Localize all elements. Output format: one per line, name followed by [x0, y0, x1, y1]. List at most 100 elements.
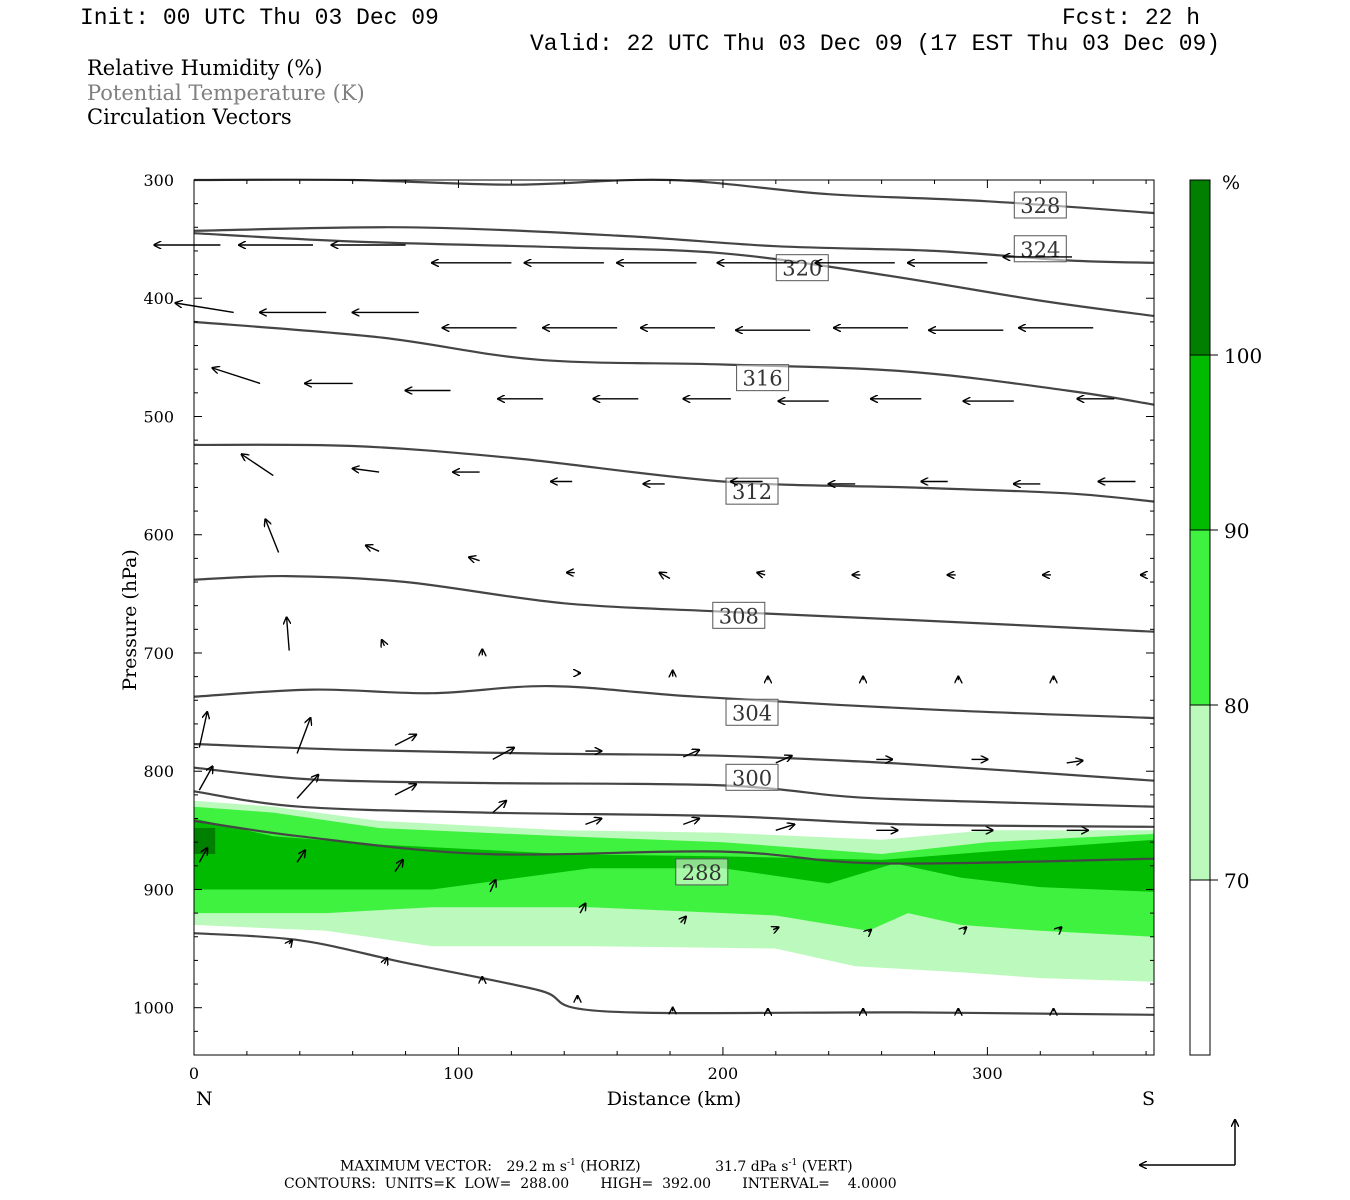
- theta-label-box: [712, 601, 766, 629]
- colorbar-swatch: [1190, 180, 1210, 355]
- wind-vector: [366, 545, 380, 552]
- theta-label-box: [725, 698, 779, 726]
- wind-vector: [296, 850, 305, 863]
- theta-label-box: [675, 858, 729, 886]
- max-vector-info: MAXIMUM VECTOR: 29.2 m s -1 (HORIZ) 31.7 …: [340, 1158, 853, 1175]
- wind-vector: [683, 819, 699, 826]
- theta-label-text: 316: [743, 367, 783, 391]
- wind-vector: [394, 735, 416, 746]
- wind-vector: [1059, 927, 1062, 929]
- wind-vector: [353, 469, 380, 473]
- wind-vector: [683, 750, 699, 758]
- y-tick-label: 500: [143, 407, 174, 426]
- theta-label-text: 308: [719, 604, 759, 628]
- theta-label-320: 320: [775, 254, 829, 282]
- y-tick-label: 900: [143, 880, 174, 899]
- max-vert-exp: -1: [788, 1158, 798, 1168]
- rh-band-100: [194, 828, 216, 854]
- theta-label-text: 328: [1020, 194, 1060, 218]
- wind-vector-layer: [154, 245, 1146, 1011]
- wind-vector: [585, 819, 601, 826]
- wind-vector: [296, 718, 310, 754]
- field-label-rh: Relative Humidity (%): [87, 56, 323, 80]
- y-tick-label: 300: [143, 171, 174, 190]
- max-horiz-tag: (HORIZ): [580, 1158, 641, 1175]
- end-label-south: S: [1142, 1088, 1155, 1110]
- theta-label-308: 308: [712, 601, 766, 629]
- wind-vector: [242, 454, 274, 477]
- theta-label-text: 300: [732, 766, 772, 790]
- end-label-north: N: [196, 1088, 213, 1110]
- wind-vector: [469, 557, 480, 561]
- theta-contour-304: [193, 684, 1155, 720]
- wind-vector: [198, 767, 212, 791]
- wind-vector: [492, 801, 506, 814]
- theta-label-328: 328: [1013, 191, 1067, 219]
- max-horiz-value: 29.2 m s: [506, 1158, 567, 1175]
- colorbar-swatch: [1190, 530, 1210, 705]
- wind-vector: [384, 958, 387, 964]
- wind-vector: [176, 303, 234, 314]
- y-tick-label: 800: [143, 762, 174, 781]
- theta-label-312: 312: [725, 477, 779, 505]
- wind-vector: [580, 904, 585, 914]
- theta-label-box: [1013, 191, 1067, 219]
- contour-info: CONTOURS: UNITS=K LOW= 288.00 HIGH= 392.…: [284, 1176, 897, 1192]
- wind-vector: [773, 927, 778, 929]
- init-time: Init: 00 UTC Thu 03 Dec 09: [80, 5, 439, 31]
- wind-vector: [198, 712, 207, 748]
- colorbar-swatch: [1190, 355, 1210, 530]
- colorbar-level-label: 70: [1224, 869, 1249, 893]
- max-vert-value: 31.7 dPa s: [715, 1158, 789, 1175]
- theta-contour-284: [193, 932, 1155, 1016]
- axis-layer: 300 400 500 600 700 800 900 1000 0 100 200 300: [133, 171, 1154, 1083]
- plot-frame: [193, 179, 1155, 1056]
- x-tick-label: 300: [972, 1064, 1003, 1083]
- wind-vector: [660, 573, 671, 579]
- wind-vector: [213, 368, 261, 385]
- wind-vector: [964, 927, 967, 929]
- wind-vector: [382, 640, 385, 646]
- theta-contour-296: [193, 766, 1155, 808]
- theta-label-304: 304: [725, 698, 779, 726]
- theta-contour-300: [193, 742, 1155, 782]
- colorbar-level-label: 90: [1224, 519, 1249, 543]
- wind-vector: [757, 573, 766, 575]
- theta-contour-308: [193, 574, 1155, 633]
- theta-label-324: 324: [1013, 235, 1067, 263]
- theta-label-text: 320: [782, 257, 822, 281]
- max-vector-label: MAXIMUM VECTOR:: [340, 1158, 492, 1175]
- wind-vector: [775, 824, 795, 831]
- y-tick-label: 700: [143, 644, 174, 663]
- wind-vector: [775, 756, 792, 764]
- wind-vector: [490, 880, 495, 893]
- wind-vector: [681, 917, 686, 923]
- wind-vector: [198, 848, 207, 863]
- colorbar-unit: %: [1222, 172, 1240, 194]
- x-tick-label: 0: [189, 1064, 199, 1083]
- theta-label-316: 316: [736, 364, 790, 392]
- colorbar-level-label: 80: [1224, 694, 1249, 718]
- theta-label-300: 300: [725, 763, 779, 791]
- colorbar-swatch: [1190, 880, 1210, 1055]
- wind-vector: [287, 618, 290, 651]
- x-axis-title: Distance (km): [607, 1088, 742, 1110]
- theta-label-text: 304: [732, 701, 772, 725]
- colorbar-frame: [1189, 179, 1211, 1056]
- rh-fill-layer: [194, 800, 1154, 982]
- rh-band-80: [194, 806, 1154, 937]
- field-label-theta: Potential Temperature (K): [87, 81, 365, 105]
- theta-contour-320: [193, 232, 1155, 318]
- y-tick-label: 600: [143, 526, 174, 545]
- wind-vector: [296, 775, 318, 799]
- x-tick-label: 100: [443, 1064, 474, 1083]
- theta-contour-312: [193, 443, 1155, 503]
- theta-label-box: [736, 364, 790, 392]
- rh-band-90: [194, 818, 1154, 892]
- wind-vector: [394, 784, 416, 796]
- colorbar-level-label: 100: [1224, 344, 1262, 368]
- field-label-vectors: Circulation Vectors: [87, 105, 292, 129]
- wind-vector: [492, 748, 514, 761]
- valid-time: Valid: 22 UTC Thu 03 Dec 09 (17 EST Thu …: [530, 31, 1221, 57]
